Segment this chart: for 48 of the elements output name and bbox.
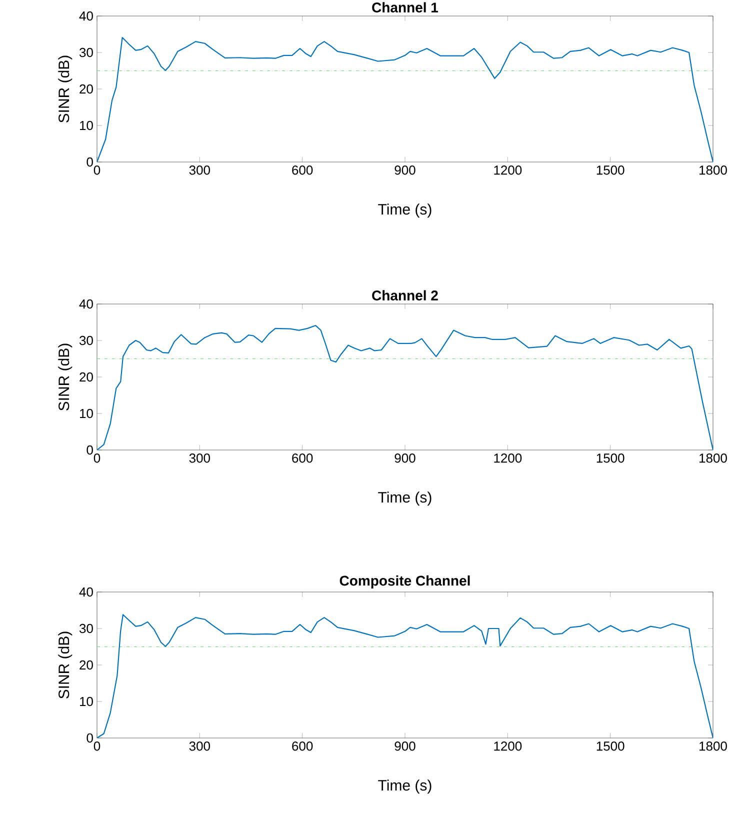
x-tick-label: 300 — [189, 454, 210, 463]
y-axis-title: SINR (dB) — [58, 344, 72, 410]
x-tick-label: 900 — [394, 454, 416, 463]
y-tick-label: 30 — [80, 48, 93, 58]
line-series — [96, 324, 713, 450]
y-tick-label: 20 — [80, 372, 93, 382]
x-axis-title: Time (s) — [378, 780, 432, 794]
x-tick-label: 300 — [189, 742, 210, 751]
x-tick-label: 1800 — [700, 742, 727, 751]
x-tick-label: 1500 — [596, 742, 624, 751]
x-tick-label: 1200 — [494, 166, 522, 175]
y-tick-label: 0 — [86, 157, 93, 167]
x-tick-label: 1500 — [596, 166, 624, 175]
x-tick-label: 0 — [94, 742, 100, 751]
y-tick-label: 40 — [79, 299, 93, 309]
y-tick-label: 10 — [80, 696, 93, 706]
y-axis-title: SINR (dB) — [58, 632, 72, 698]
x-tick-label: 1500 — [596, 454, 624, 463]
y-tick-label: 10 — [80, 120, 93, 130]
y-tick-label: 40 — [79, 587, 93, 597]
line-series — [96, 36, 713, 162]
x-axis-title: Time (s) — [378, 204, 432, 218]
y-tick-label: 30 — [80, 624, 93, 634]
y-tick-label: 30 — [80, 336, 93, 346]
x-axis-title: Time (s) — [378, 492, 432, 506]
chart-title: Channel 1 — [372, 2, 438, 12]
x-tick-label: 600 — [292, 454, 313, 463]
x-tick-label: 900 — [394, 742, 416, 751]
y-tick-label: 40 — [79, 11, 93, 21]
y-tick-label: 20 — [80, 84, 93, 94]
chart-title: Channel 2 — [372, 290, 438, 300]
y-tick-label: 0 — [86, 733, 93, 743]
line-series — [96, 614, 713, 738]
y-tick-label: 20 — [80, 660, 93, 670]
x-tick-label: 0 — [94, 454, 100, 463]
y-axis-title: SINR (dB) — [58, 56, 72, 122]
x-tick-label: 600 — [292, 742, 313, 751]
x-tick-label: 1200 — [494, 454, 522, 463]
x-tick-label: 1800 — [700, 454, 727, 463]
y-tick-label: 0 — [86, 445, 93, 455]
x-tick-label: 900 — [394, 166, 416, 175]
x-tick-label: 600 — [292, 166, 313, 175]
y-tick-label: 10 — [80, 408, 93, 418]
chart-title: Composite Channel — [340, 575, 470, 588]
x-tick-label: 0 — [94, 166, 100, 175]
x-tick-label: 1200 — [494, 742, 522, 751]
x-tick-label: 300 — [189, 166, 210, 175]
x-tick-label: 1800 — [700, 166, 727, 175]
